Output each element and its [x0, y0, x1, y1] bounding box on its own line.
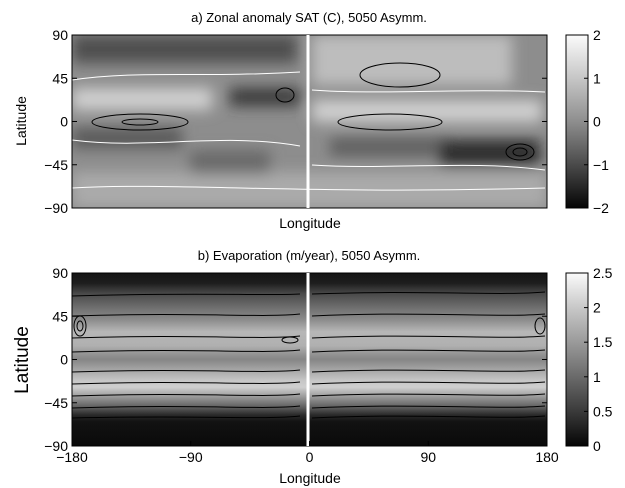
panel-b-colorbar-tick-label: 0.5 — [593, 403, 613, 419]
panel-b-colorbar-tick-label: 0 — [593, 438, 601, 454]
panel-a-xlabel: Longitude — [279, 215, 341, 231]
panel-b-x-tick-label: −90 — [179, 449, 203, 465]
panel-b-colorbar-ticks: 0 0.5 1 1.5 2 2.5 — [584, 265, 613, 454]
panel-a-colorbar-tick-label: −2 — [593, 200, 609, 216]
panel-b-y-tick-label: 45 — [52, 308, 68, 324]
panel-b-colorbar-tick-label: 1.5 — [593, 334, 613, 350]
panel-a-colorbar-tick-label: 2 — [593, 27, 601, 43]
panel-b-contours — [72, 291, 546, 419]
panel-a-y-axis: −90 −45 0 45 90 — [44, 27, 547, 216]
panel-a-colorbar-tick-label: −1 — [593, 157, 609, 173]
panel-b-title: b) Evaporation (m/year), 5050 Asymm. — [198, 248, 421, 263]
panel-b-y-tick-label: −45 — [44, 395, 68, 411]
panel-b-colorbar: 0 0.5 1 1.5 2 2.5 — [565, 265, 613, 454]
panel-a-contours — [72, 62, 546, 191]
panel-b-x-tick-label: 0 — [306, 449, 314, 465]
panel-a-y-tick-label: 90 — [52, 27, 68, 43]
panel-a-colorbar-ticks: −2 −1 0 1 2 — [584, 27, 609, 216]
panel-a-y-tick-label: −45 — [44, 157, 68, 173]
panel-a-ylabel: Latitude — [13, 96, 29, 146]
panel-b-y-axis: −90 −45 0 45 90 — [44, 265, 547, 454]
panel-b-colorbar-scale — [565, 272, 589, 447]
panel-b-x-tick-label: 90 — [420, 449, 436, 465]
panel-a-title: a) Zonal anomaly SAT (C), 5050 Asymm. — [191, 10, 427, 25]
panel-b-y-tick-label: 0 — [60, 352, 68, 368]
panel-a-colorbar-tick-label: 1 — [593, 70, 601, 86]
panel-b-ylabel: Latitude — [12, 326, 33, 394]
panel-b: b) Evaporation (m/year), 5050 Asymm. — [12, 248, 613, 486]
panel-a-y-tick-label: 45 — [52, 70, 68, 86]
panel-a: a) Zonal anomaly SAT (C), 5050 Asymm. — [13, 10, 609, 231]
panel-a-colorbar: −2 −1 0 1 2 — [565, 27, 609, 216]
panel-b-x-axis: −180 −90 0 90 180 — [56, 441, 559, 465]
panel-a-y-tick-label: 0 — [60, 114, 68, 130]
panel-b-xlabel: Longitude — [279, 470, 341, 486]
panel-b-colorbar-tick-label: 2 — [593, 300, 601, 316]
panel-b-colorbar-tick-label: 1 — [593, 369, 601, 385]
panel-b-y-tick-label: 90 — [52, 265, 68, 281]
panel-b-x-tick-label: 180 — [535, 449, 559, 465]
panel-b-y-tick-label: −90 — [44, 438, 68, 454]
panel-b-colorbar-tick-label: 2.5 — [593, 265, 613, 281]
panel-a-y-tick-label: −90 — [44, 200, 68, 216]
panel-b-x-tick-label: −180 — [56, 449, 88, 465]
panel-a-colorbar-tick-label: 0 — [593, 114, 601, 130]
